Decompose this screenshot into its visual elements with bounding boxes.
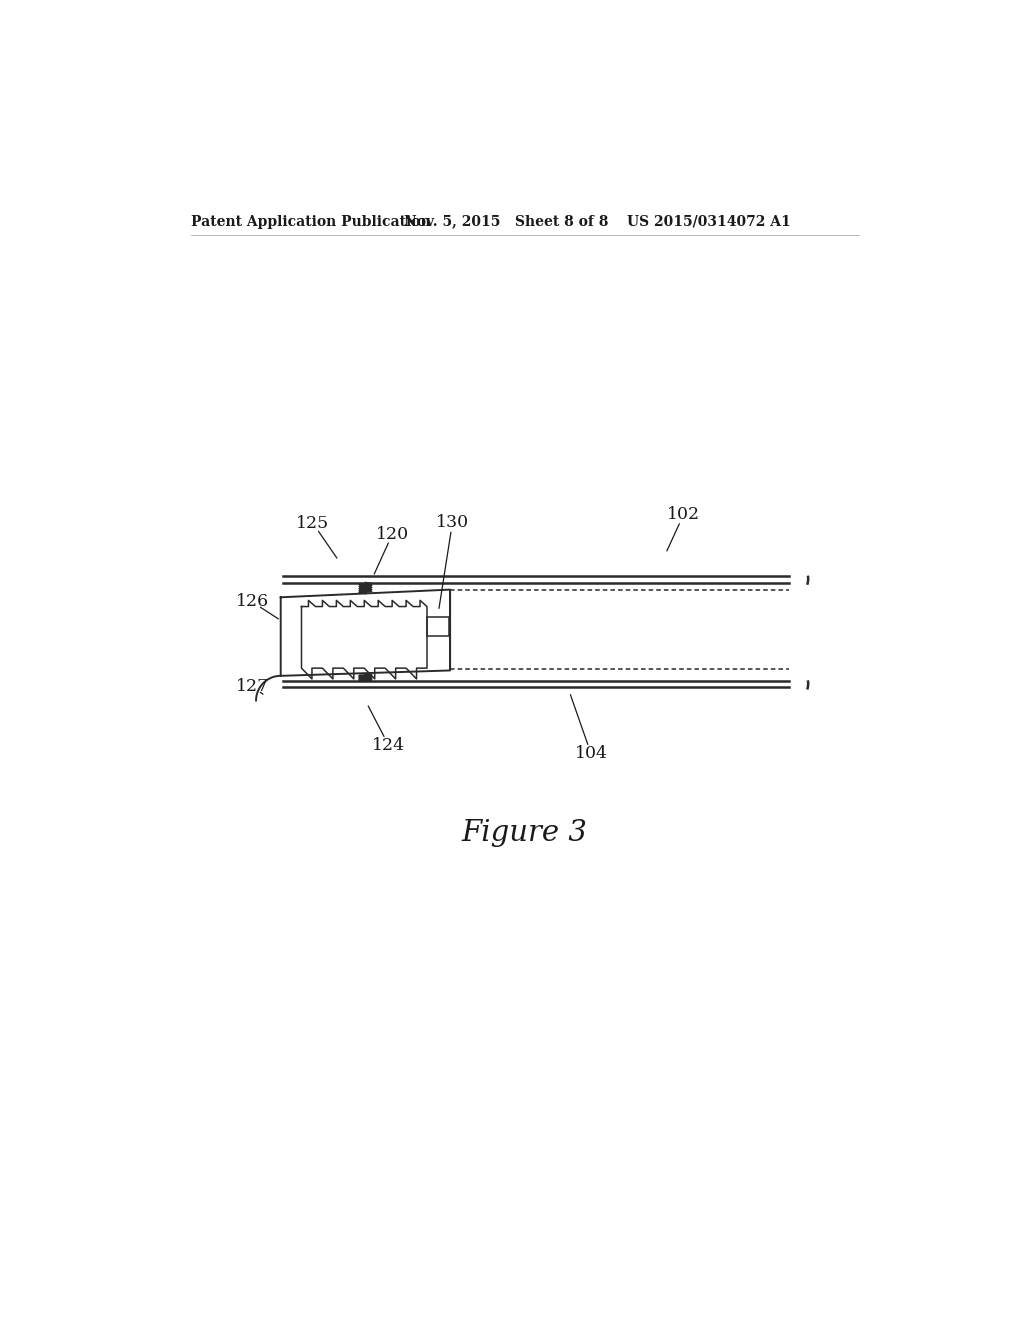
- Text: 102: 102: [667, 507, 700, 524]
- Bar: [427, 616, 449, 636]
- Text: Figure 3: Figure 3: [462, 818, 588, 847]
- Text: Patent Application Publication: Patent Application Publication: [190, 215, 430, 228]
- Text: 124: 124: [372, 737, 406, 754]
- Text: 120: 120: [376, 525, 409, 543]
- Text: US 2015/0314072 A1: US 2015/0314072 A1: [628, 215, 791, 228]
- Text: 104: 104: [574, 744, 607, 762]
- Text: 126: 126: [236, 594, 268, 610]
- Text: 127: 127: [236, 678, 269, 696]
- Text: 125: 125: [296, 515, 330, 532]
- Text: Nov. 5, 2015   Sheet 8 of 8: Nov. 5, 2015 Sheet 8 of 8: [403, 215, 608, 228]
- Text: 130: 130: [436, 513, 469, 531]
